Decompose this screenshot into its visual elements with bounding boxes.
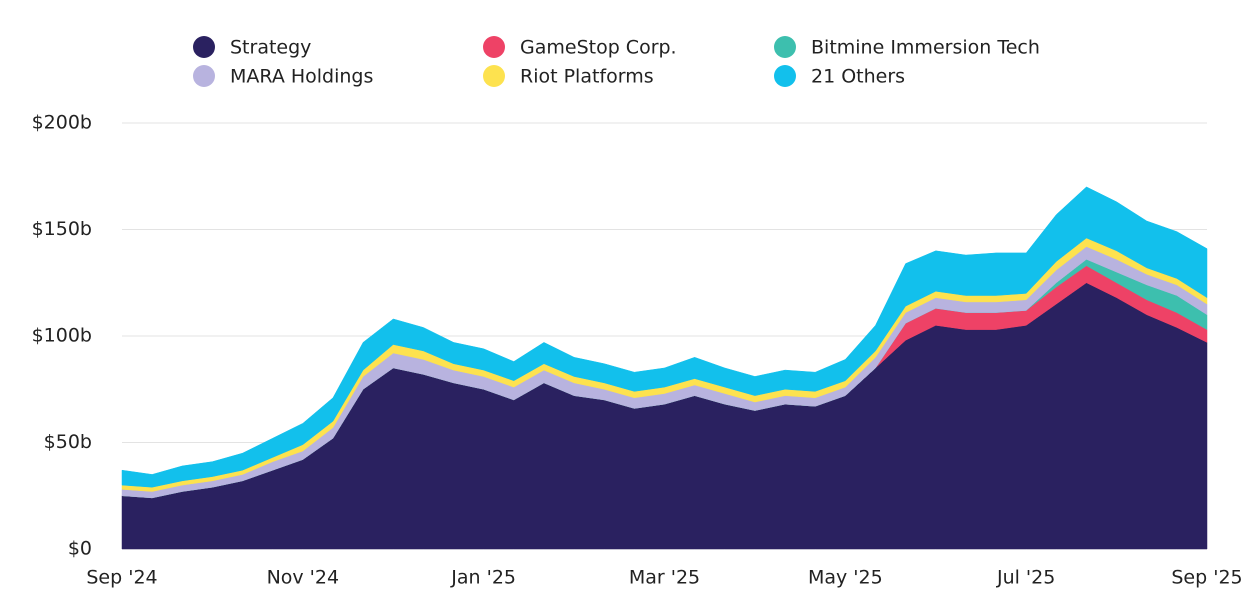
legend-swatch <box>774 36 796 58</box>
x-tick-label: Mar '25 <box>629 567 700 589</box>
x-tick-label: Jul '25 <box>996 567 1055 589</box>
legend-label: Strategy <box>230 37 311 59</box>
x-tick-label: May '25 <box>808 567 883 589</box>
legend-swatch <box>483 65 505 87</box>
y-tick-label: $150b <box>32 218 92 240</box>
y-tick-label: $100b <box>32 325 92 347</box>
legend-swatch <box>193 65 215 87</box>
legend-label: 21 Others <box>811 66 905 88</box>
y-tick-label: $0 <box>68 538 92 560</box>
x-tick-label: Jan '25 <box>450 567 516 589</box>
legend-swatch <box>483 36 505 58</box>
area <box>121 186 1208 488</box>
y-tick-label: $50b <box>44 431 92 453</box>
x-tick-label: Sep '25 <box>1171 567 1242 589</box>
x-tick-label: Sep '24 <box>86 567 157 589</box>
legend-label: Bitmine Immersion Tech <box>811 37 1040 59</box>
legend-label: GameStop Corp. <box>520 37 677 59</box>
legend-swatch <box>193 36 215 58</box>
y-tick-label: $200b <box>32 112 92 134</box>
area <box>121 282 1208 550</box>
legend-swatch <box>774 65 796 87</box>
x-tick-label: Nov '24 <box>267 567 340 589</box>
legend-label: Riot Platforms <box>520 66 654 88</box>
legend-label: MARA Holdings <box>230 66 373 88</box>
